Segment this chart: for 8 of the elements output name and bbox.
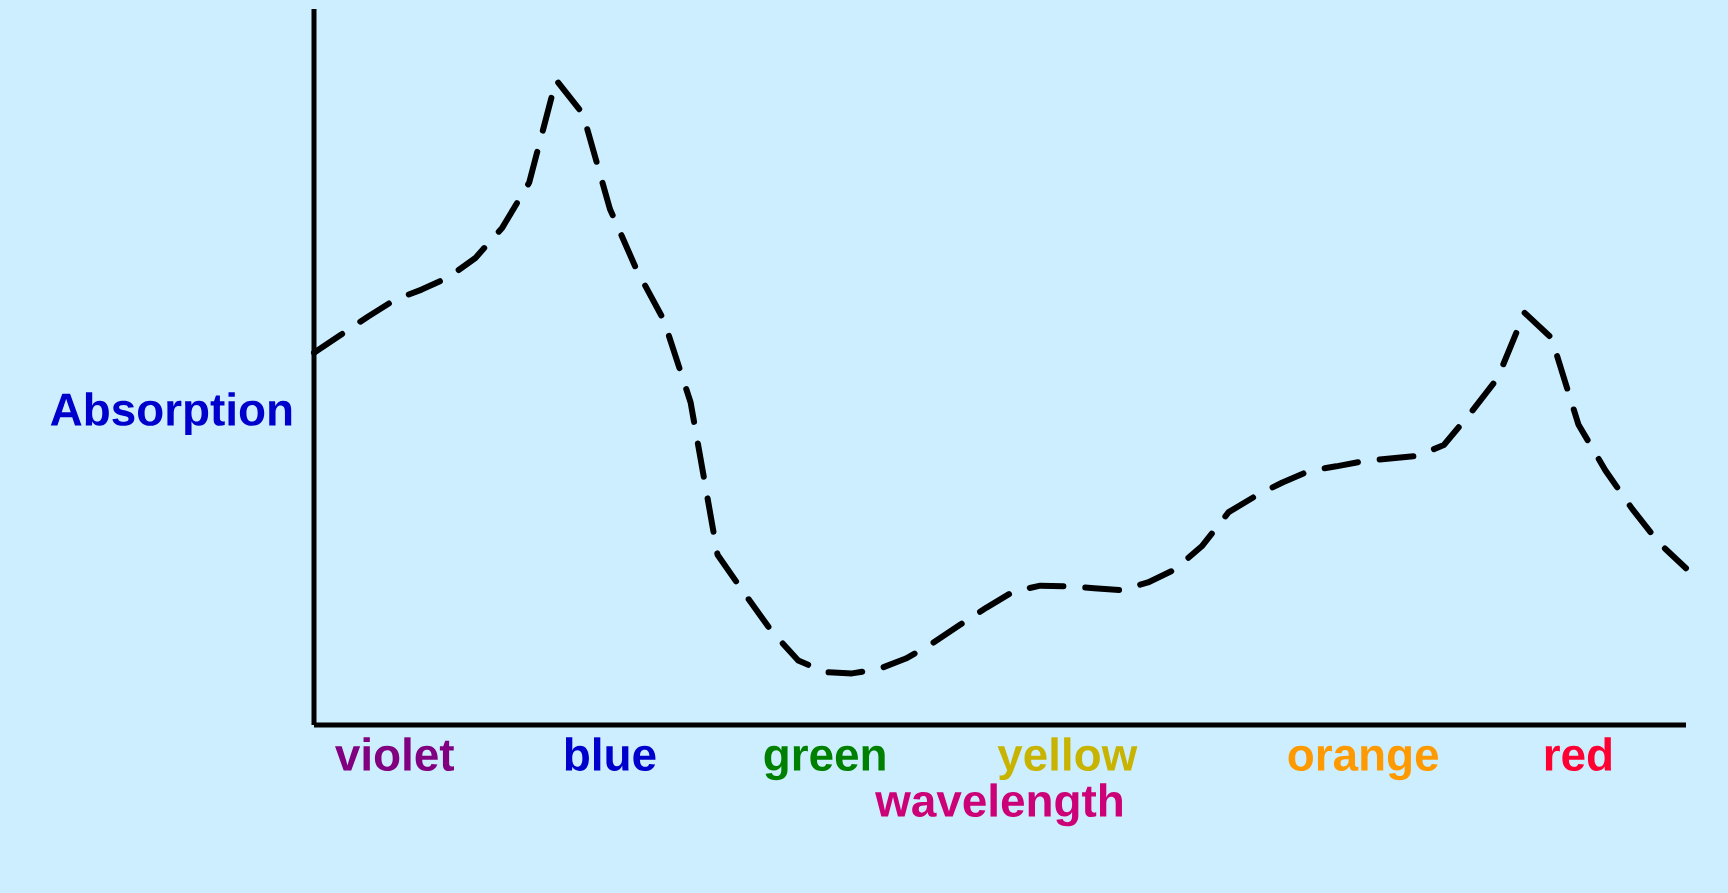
- x-tick-label: blue: [565, 737, 656, 771]
- x-tick-label: violet: [335, 737, 455, 771]
- y-axis-title: Absorption: [50, 392, 292, 435]
- x-tick-label: red: [1545, 737, 1611, 771]
- x-axis-title: wavelength: [875, 783, 1122, 827]
- x-tick-label: yellow: [997, 737, 1138, 781]
- x-tick-label: orange: [1288, 745, 1439, 781]
- x-tick-label: green: [764, 745, 885, 781]
